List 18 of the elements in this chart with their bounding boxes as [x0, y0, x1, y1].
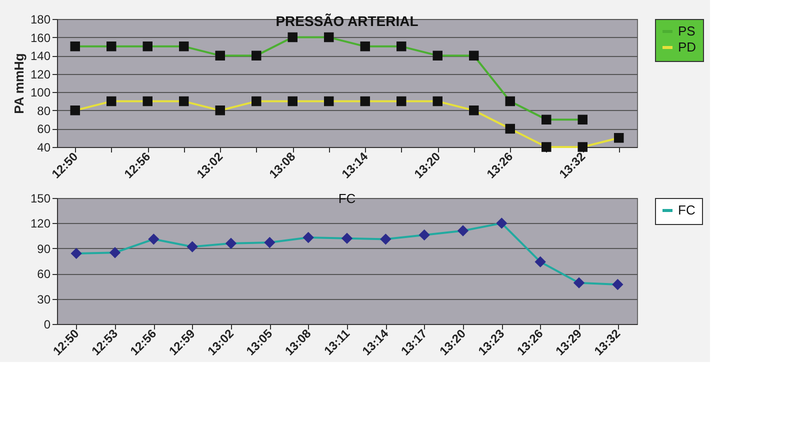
- y-tick-label: 0: [44, 318, 51, 332]
- y-tick-label: 60: [37, 267, 51, 282]
- y-tick-label: 150: [30, 192, 51, 206]
- y-tick-label: 30: [37, 292, 51, 306]
- y-tick-label: 140: [30, 49, 51, 64]
- legend-label: PS: [678, 24, 696, 38]
- y-tick-label: 180: [30, 12, 51, 26]
- y-tick-label: 40: [37, 140, 51, 154]
- y-tick-label: 120: [30, 216, 51, 231]
- y-axis-title: PA mmHg: [11, 53, 26, 114]
- y-tick-label: 60: [37, 122, 51, 136]
- y-tick-label: 100: [30, 86, 51, 100]
- y-tick-label: 90: [37, 242, 51, 256]
- legend-label: FC: [678, 202, 696, 218]
- y-tick-label: 120: [30, 67, 51, 82]
- y-tick-label: 80: [37, 104, 51, 118]
- legend-label: PD: [678, 40, 696, 54]
- y-tick-label: 160: [30, 30, 51, 45]
